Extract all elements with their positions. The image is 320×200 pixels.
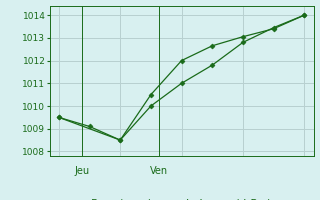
Text: Pression niveau de la mer( hPa ): Pression niveau de la mer( hPa ) <box>92 198 272 200</box>
Text: Jeu: Jeu <box>74 166 89 177</box>
Text: Ven: Ven <box>149 166 168 177</box>
